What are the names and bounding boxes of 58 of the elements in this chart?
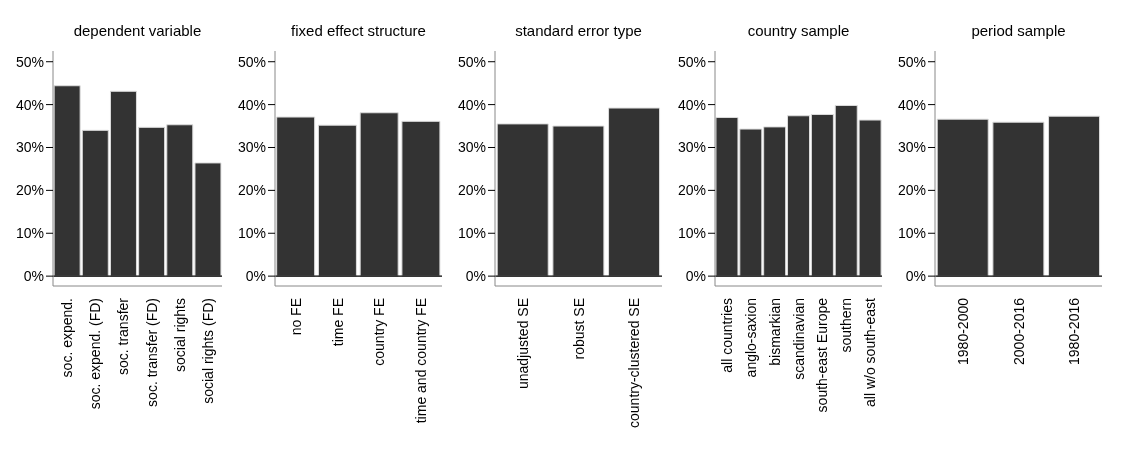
- x-tick-label: social rights: [171, 298, 188, 372]
- x-tick-label: 1980-2000: [954, 297, 971, 365]
- x-tick-label: anglo-saxion: [742, 298, 759, 378]
- x-tick-label: south-east Europe: [814, 297, 831, 413]
- y-tick-label: 0%: [23, 268, 44, 285]
- x-tick-label: 1980-2016: [1066, 297, 1083, 365]
- y-tick-label: 50%: [897, 53, 926, 70]
- x-tick-label: 2000-2016: [1010, 297, 1027, 365]
- x-tick-label: all w/o south-east: [862, 297, 879, 407]
- y-tick-label: 10%: [457, 225, 486, 242]
- y-tick-label: 10%: [237, 225, 266, 242]
- y-tick-label: 10%: [897, 225, 926, 242]
- chart-title: country sample: [746, 22, 851, 39]
- x-tick-label: soc. expend. (FD): [87, 298, 104, 410]
- x-tick-label: time and country FE: [413, 298, 430, 424]
- y-tick-label: 20%: [15, 182, 44, 199]
- y-tick-label: 40%: [15, 96, 44, 113]
- chart-title: dependent variable: [72, 22, 203, 39]
- x-tick-label: all countries: [718, 298, 735, 373]
- y-tick-label: 30%: [457, 139, 486, 156]
- y-tick-label: 0%: [465, 268, 486, 285]
- x-tick-label: country FE: [371, 298, 388, 366]
- y-tick-label: 20%: [457, 182, 486, 199]
- y-tick-label: 10%: [677, 225, 706, 242]
- y-tick-label: 50%: [677, 53, 706, 70]
- y-tick-label: 0%: [685, 268, 706, 285]
- chart-title: fixed effect structure: [290, 22, 427, 39]
- x-tick-label: soc. transfer: [115, 297, 132, 376]
- x-tick-label: scandinavian: [790, 298, 807, 380]
- y-tick-label: 50%: [15, 53, 44, 70]
- y-tick-label: 40%: [457, 96, 486, 113]
- y-tick-label: 50%: [237, 53, 266, 70]
- y-tick-label: 30%: [237, 139, 266, 156]
- y-tick-label: 20%: [237, 182, 266, 199]
- y-tick-label: 30%: [897, 139, 926, 156]
- y-tick-label: 50%: [457, 53, 486, 70]
- x-tick-label: country-clustered SE: [626, 298, 643, 428]
- x-tick-label: soc. expend.: [59, 298, 76, 378]
- x-tick-label: time FE: [329, 298, 346, 347]
- chart-title: period sample: [970, 22, 1067, 39]
- y-tick-label: 30%: [677, 139, 706, 156]
- x-tick-label: unadjusted SE: [514, 298, 531, 390]
- x-tick-label: robust SE: [570, 298, 587, 360]
- x-tick-label: soc. transfer (FD): [143, 298, 160, 407]
- x-tick-label: southern: [838, 298, 855, 353]
- y-tick-label: 20%: [677, 182, 706, 199]
- y-tick-label: 10%: [15, 225, 44, 242]
- x-tick-label: bismarkian: [766, 298, 783, 366]
- y-tick-label: 40%: [677, 96, 706, 113]
- y-tick-label: 40%: [897, 96, 926, 113]
- y-tick-label: 40%: [237, 96, 266, 113]
- y-tick-label: 0%: [905, 268, 926, 285]
- x-tick-label: no FE: [287, 298, 304, 336]
- y-tick-label: 30%: [15, 139, 44, 156]
- y-tick-label: 0%: [245, 268, 266, 285]
- x-tick-label: social rights (FD): [199, 298, 216, 404]
- y-tick-label: 20%: [897, 182, 926, 199]
- chart-title: standard error type: [514, 22, 643, 39]
